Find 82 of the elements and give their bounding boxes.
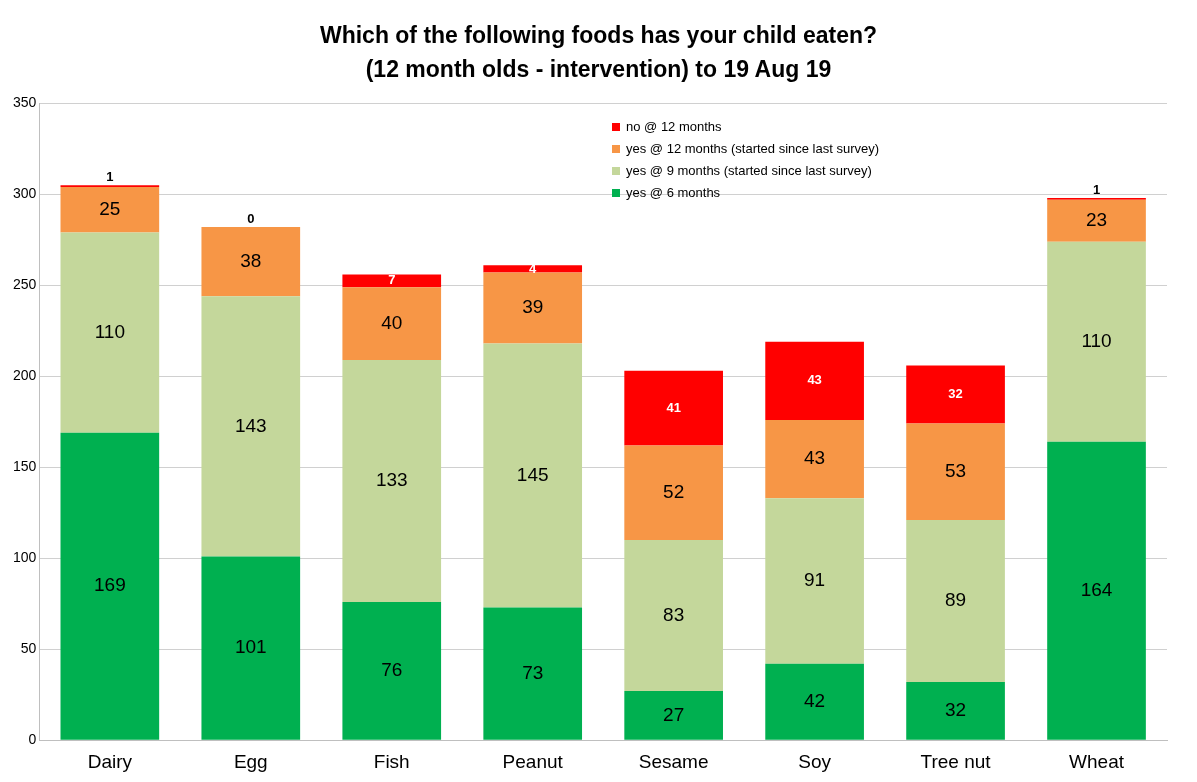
legend-label: no @ 12 months	[626, 118, 722, 136]
legend-label: yes @ 6 months	[626, 184, 721, 202]
x-tick-label: Peanut	[502, 750, 564, 772]
bar	[483, 265, 583, 273]
data-label: 0	[247, 210, 255, 226]
bar	[906, 365, 1005, 424]
data-label: 145	[516, 463, 549, 485]
bar	[906, 681, 1005, 740]
bar	[765, 498, 864, 664]
y-tick-label: 50	[20, 640, 37, 657]
data-label: 101	[234, 636, 267, 658]
y-tick-label: 0	[28, 731, 37, 748]
data-label: 53	[945, 460, 967, 482]
bar	[906, 520, 1005, 682]
data-label: 169	[93, 574, 126, 596]
data-label: 164	[1080, 578, 1113, 600]
bar	[765, 341, 864, 420]
data-label: 32	[948, 386, 963, 402]
bar	[624, 540, 723, 692]
data-label: 110	[1081, 329, 1112, 351]
bar	[1047, 241, 1146, 442]
bar	[342, 359, 442, 602]
data-label: 133	[375, 469, 408, 491]
data-label: 40	[381, 311, 403, 333]
bar	[60, 187, 160, 233]
legend-label: yes @ 9 months (started since last survey)	[626, 162, 872, 180]
x-tick-label: Tree nut	[920, 750, 992, 772]
data-label: 91	[804, 569, 826, 591]
data-label: 1	[1092, 181, 1101, 197]
bar	[1047, 441, 1146, 740]
bar	[60, 432, 160, 740]
data-label: 52	[663, 480, 685, 502]
data-label: 89	[945, 589, 967, 611]
data-label: 42	[804, 689, 826, 711]
data-label: 27	[663, 703, 685, 725]
chart-title: Which of the following foods has your child eaten?	[318, 21, 879, 50]
data-label: 23	[1085, 208, 1108, 230]
data-label: 7	[388, 272, 396, 288]
bar	[342, 274, 442, 288]
bar	[483, 272, 583, 344]
data-label: 143	[234, 414, 267, 436]
data-label: 25	[99, 198, 121, 220]
x-tick-label: Egg	[233, 750, 268, 772]
bar	[765, 419, 864, 499]
x-tick-label: Wheat	[1069, 750, 1125, 772]
bar	[342, 287, 442, 360]
bar	[765, 663, 864, 740]
y-tick-label: 200	[13, 367, 37, 384]
data-label: 1	[106, 168, 114, 184]
x-tick-label: Fish	[373, 750, 410, 772]
x-tick-label: Soy	[798, 750, 832, 772]
y-tick-label: 150	[13, 458, 37, 475]
data-label: 43	[807, 372, 822, 388]
x-tick-label: Sesame	[638, 750, 709, 772]
y-tick-label: 250	[13, 276, 37, 293]
bar	[483, 607, 583, 740]
x-tick-label: Dairy	[87, 750, 133, 772]
y-tick-label: 350	[13, 94, 37, 111]
bar	[201, 556, 301, 740]
data-label: 38	[240, 249, 262, 271]
legend-label: yes @ 12 months (started since last survey)	[626, 140, 880, 158]
bar	[342, 601, 442, 740]
bar	[60, 232, 160, 433]
bar	[624, 370, 723, 446]
bar	[624, 445, 723, 541]
bar	[906, 423, 1005, 521]
data-label: 43	[804, 447, 826, 469]
chart-subtitle: (12 month olds - intervention) to 19 Aug 19	[364, 55, 833, 84]
data-label: 76	[381, 659, 403, 681]
data-label: 110	[94, 320, 125, 342]
y-tick-label: 300	[13, 185, 37, 202]
bar	[624, 691, 723, 740]
bar	[201, 227, 301, 297]
data-label: 83	[663, 603, 685, 625]
data-label: 32	[945, 699, 967, 721]
bar	[1047, 199, 1146, 242]
data-label: 39	[522, 296, 544, 318]
data-label: 73	[522, 661, 544, 683]
bar	[483, 343, 583, 608]
bar	[201, 296, 301, 557]
data-label: 41	[666, 399, 681, 415]
y-tick-label: 100	[13, 549, 37, 566]
